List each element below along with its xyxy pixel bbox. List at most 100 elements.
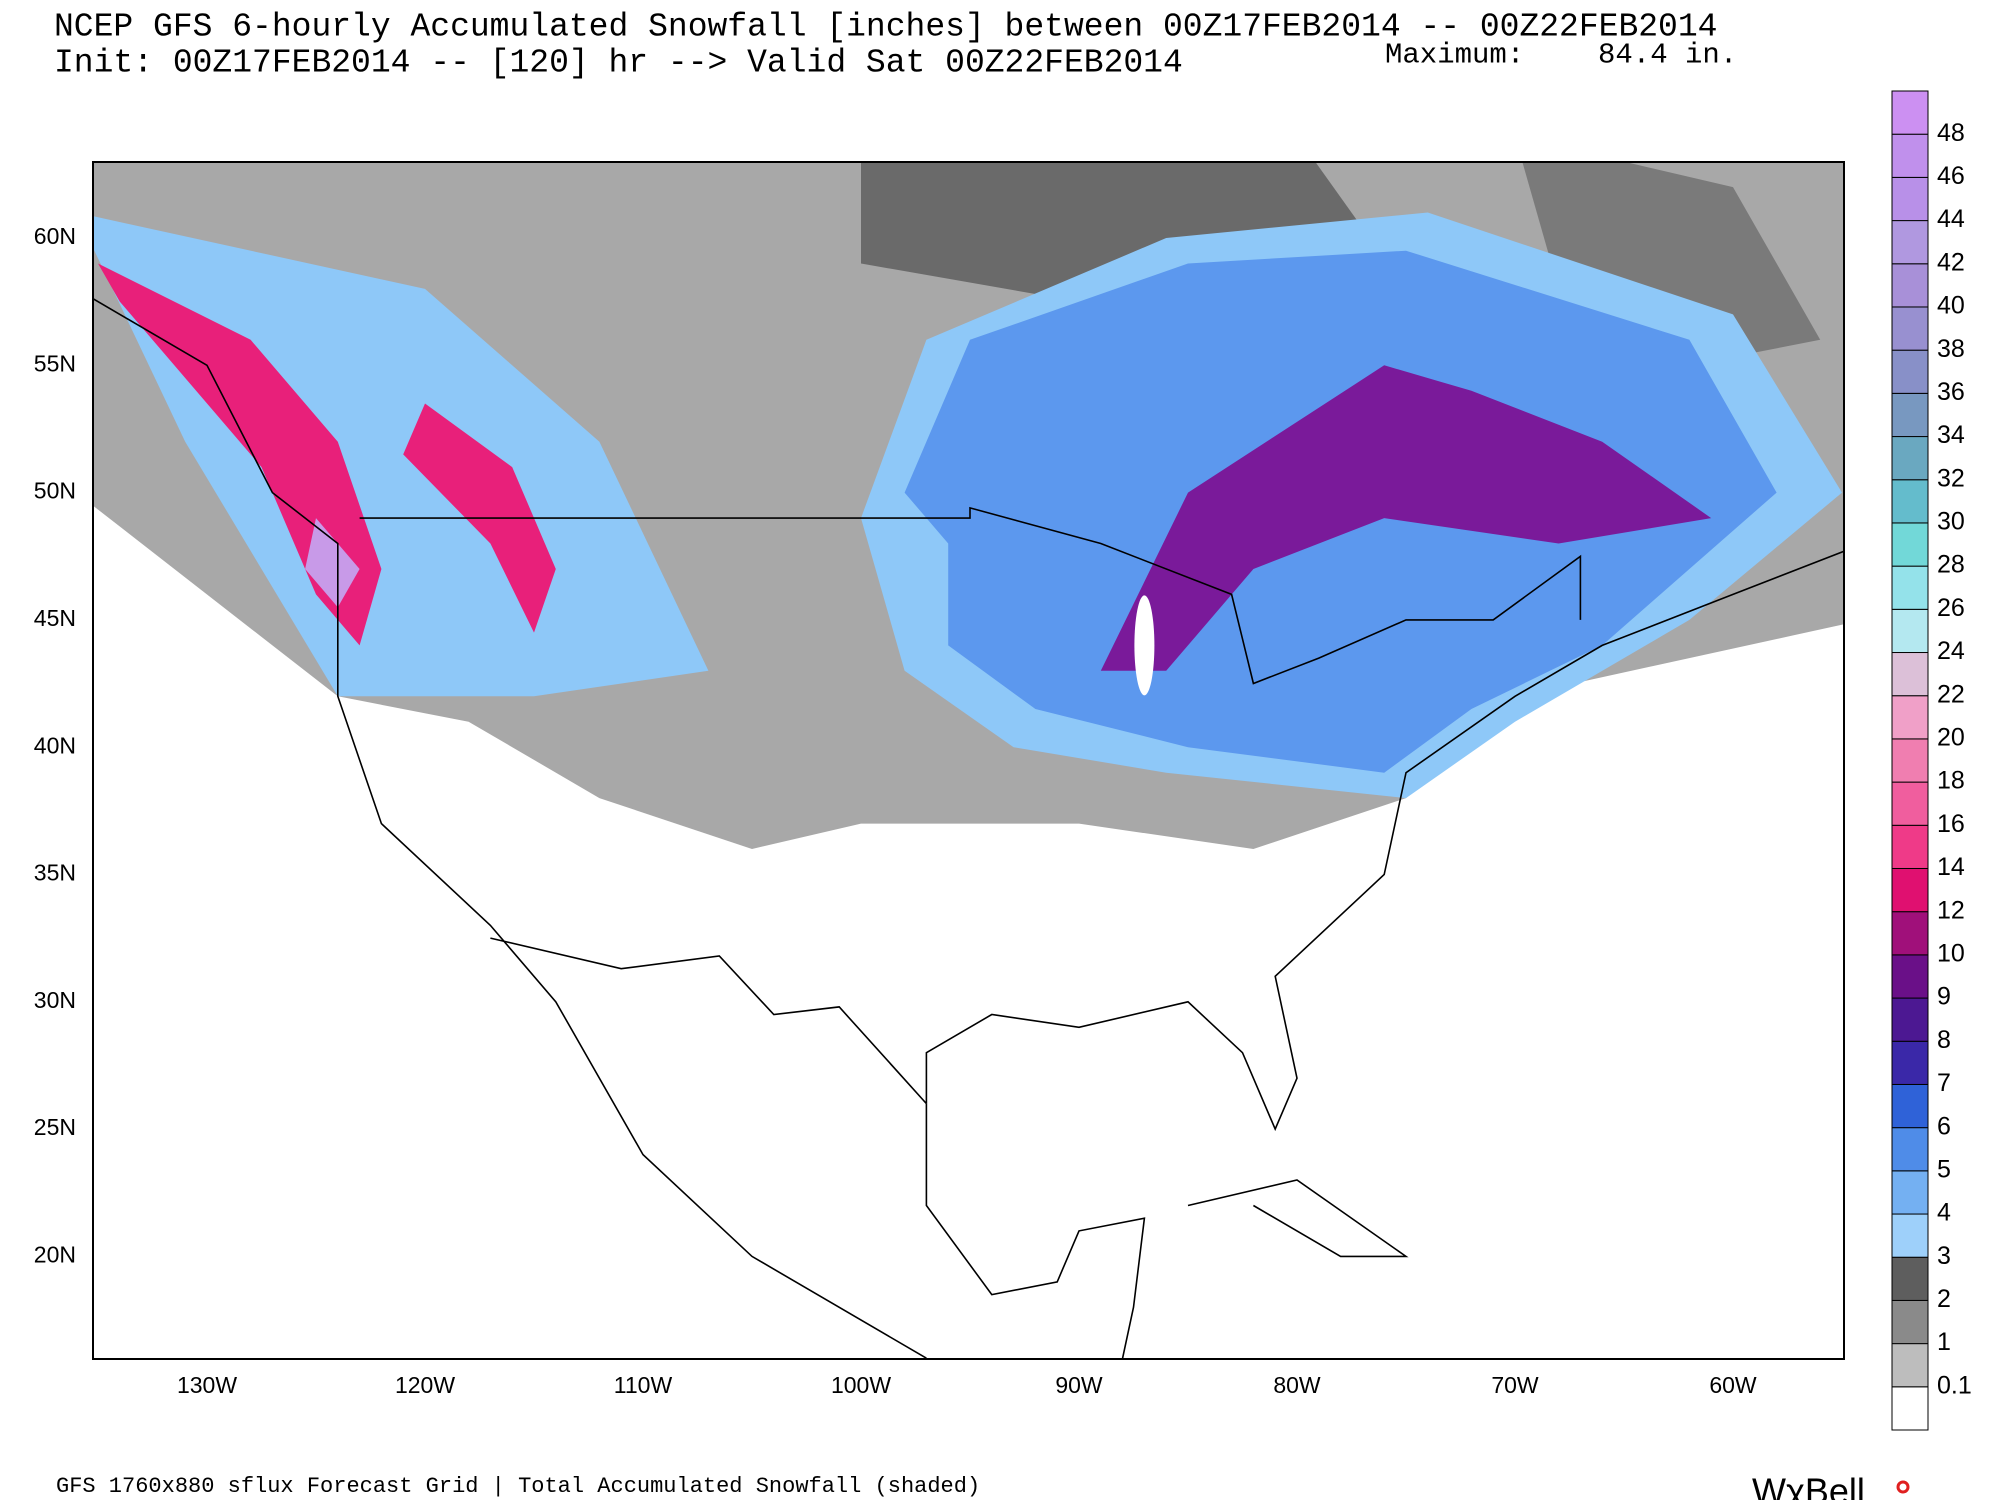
colorbar-box — [1891, 479, 1929, 524]
snow-west-lilac — [305, 518, 360, 608]
lat-label: 60N — [34, 223, 76, 249]
colorbar-box — [1891, 1343, 1929, 1388]
maximum-label: Maximum: — [1385, 39, 1524, 72]
colorbar-box — [1891, 997, 1929, 1042]
colorbar-box — [1891, 133, 1929, 178]
snow-purple — [1100, 365, 1712, 671]
colorbar-label: 36 — [1937, 378, 1965, 406]
colorbar-box — [1891, 263, 1929, 308]
colorbar-box — [1891, 781, 1929, 826]
colorbar-label: 40 — [1937, 292, 1965, 320]
colorbar-box — [1891, 220, 1929, 265]
colorbar-label: 6 — [1937, 1112, 1951, 1140]
colorbar-label: 10 — [1937, 939, 1965, 967]
colorbar-box — [1891, 1256, 1929, 1301]
colorbar: 0.11234567891012141618202224262830323436… — [1891, 90, 1972, 1431]
colorbar-box — [1891, 1299, 1929, 1345]
lon-label: 70W — [1491, 1372, 1539, 1398]
colorbar-label: 7 — [1937, 1069, 1951, 1097]
colorbar-box — [1891, 1127, 1929, 1172]
colorbar-label: 22 — [1937, 680, 1965, 708]
colorbar-label: 2 — [1937, 1285, 1951, 1313]
colorbar-label: 32 — [1937, 464, 1965, 492]
colorbar-label: 9 — [1937, 983, 1951, 1011]
maximum-value: 84.4 in. — [1598, 39, 1737, 72]
coastline — [1187, 1179, 1409, 1258]
lon-label: 130W — [177, 1372, 237, 1398]
map-area — [93, 162, 1844, 1359]
colorbar-box — [1891, 1386, 1929, 1431]
map-frame — [92, 161, 1845, 1360]
lat-label: 40N — [34, 732, 76, 758]
colorbar-label: 8 — [1937, 1026, 1951, 1054]
lat-label: 25N — [34, 1114, 76, 1140]
colorbar-box — [1891, 90, 1929, 135]
colorbar-label: 20 — [1937, 724, 1965, 752]
colorbar-box — [1891, 954, 1929, 999]
lake-michigan — [1134, 595, 1155, 696]
lat-label: 45N — [34, 605, 76, 631]
lat-label: 55N — [34, 350, 76, 376]
colorbar-label: 5 — [1937, 1155, 1951, 1183]
lon-label: 60W — [1709, 1372, 1757, 1398]
colorbar-label: 42 — [1937, 248, 1965, 276]
colorbar-label: 3 — [1937, 1242, 1951, 1270]
colorbar-label: 34 — [1937, 421, 1965, 449]
colorbar-box — [1891, 1213, 1929, 1258]
lon-label: 90W — [1055, 1372, 1103, 1398]
lon-label: 80W — [1273, 1372, 1321, 1398]
lat-label: 35N — [34, 860, 76, 886]
colorbar-box — [1891, 522, 1929, 567]
colorbar-box — [1891, 867, 1929, 913]
colorbar-box — [1891, 1170, 1929, 1215]
footer-description: GFS 1760x880 sflux Forecast Grid | Total… — [56, 1474, 980, 1499]
lat-label: 30N — [34, 987, 76, 1013]
colorbar-box — [1891, 176, 1929, 222]
colorbar-label: 26 — [1937, 594, 1965, 622]
snow-west-blue — [93, 216, 709, 697]
init-line: Init: 00Z17FEB2014 -- [120] hr --> Valid… — [54, 45, 1183, 82]
colorbar-label: 14 — [1937, 853, 1965, 881]
lon-label: 110W — [614, 1372, 673, 1398]
colorbar-label: 24 — [1937, 637, 1965, 665]
colorbar-box — [1891, 738, 1929, 783]
colorbar-label: 12 — [1937, 896, 1965, 924]
colorbar-label: 46 — [1937, 162, 1965, 190]
logo: WχBell — [1752, 1471, 1865, 1500]
colorbar-label: 48 — [1937, 119, 1965, 147]
colorbar-box — [1891, 565, 1929, 610]
coastline — [925, 1103, 1146, 1359]
logo-dot — [1896, 1480, 1910, 1494]
colorbar-box — [1891, 392, 1929, 438]
colorbar-label: 30 — [1937, 508, 1965, 536]
colorbar-box — [1891, 911, 1929, 956]
lon-label: 120W — [395, 1372, 455, 1398]
border — [359, 506, 1582, 685]
colorbar-label: 44 — [1937, 205, 1965, 233]
colorbar-box — [1891, 824, 1929, 869]
colorbar-label: 0.1 — [1937, 1371, 1972, 1399]
colorbar-box — [1891, 349, 1929, 394]
colorbar-box — [1891, 608, 1929, 654]
colorbar-box — [1891, 652, 1929, 697]
lat-label: 50N — [34, 478, 76, 504]
coastline — [925, 550, 1844, 1132]
border — [490, 937, 927, 1105]
colorbar-label: 18 — [1937, 767, 1965, 795]
colorbar-box — [1891, 1040, 1929, 1085]
title: NCEP GFS 6-hourly Accumulated Snowfall [… — [54, 9, 1717, 46]
colorbar-box — [1891, 306, 1929, 351]
lat-label: 20N — [34, 1241, 76, 1267]
colorbar-label: 38 — [1937, 335, 1965, 363]
colorbar-label: 16 — [1937, 810, 1965, 838]
colorbar-box — [1891, 436, 1929, 481]
snow-dark — [1522, 162, 1821, 366]
colorbar-box — [1891, 695, 1929, 740]
colorbar-label: 28 — [1937, 551, 1965, 579]
colorbar-box — [1891, 1083, 1929, 1129]
colorbar-label: 1 — [1937, 1328, 1951, 1356]
coastline — [93, 297, 927, 1359]
colorbar-label: 4 — [1937, 1199, 1951, 1227]
